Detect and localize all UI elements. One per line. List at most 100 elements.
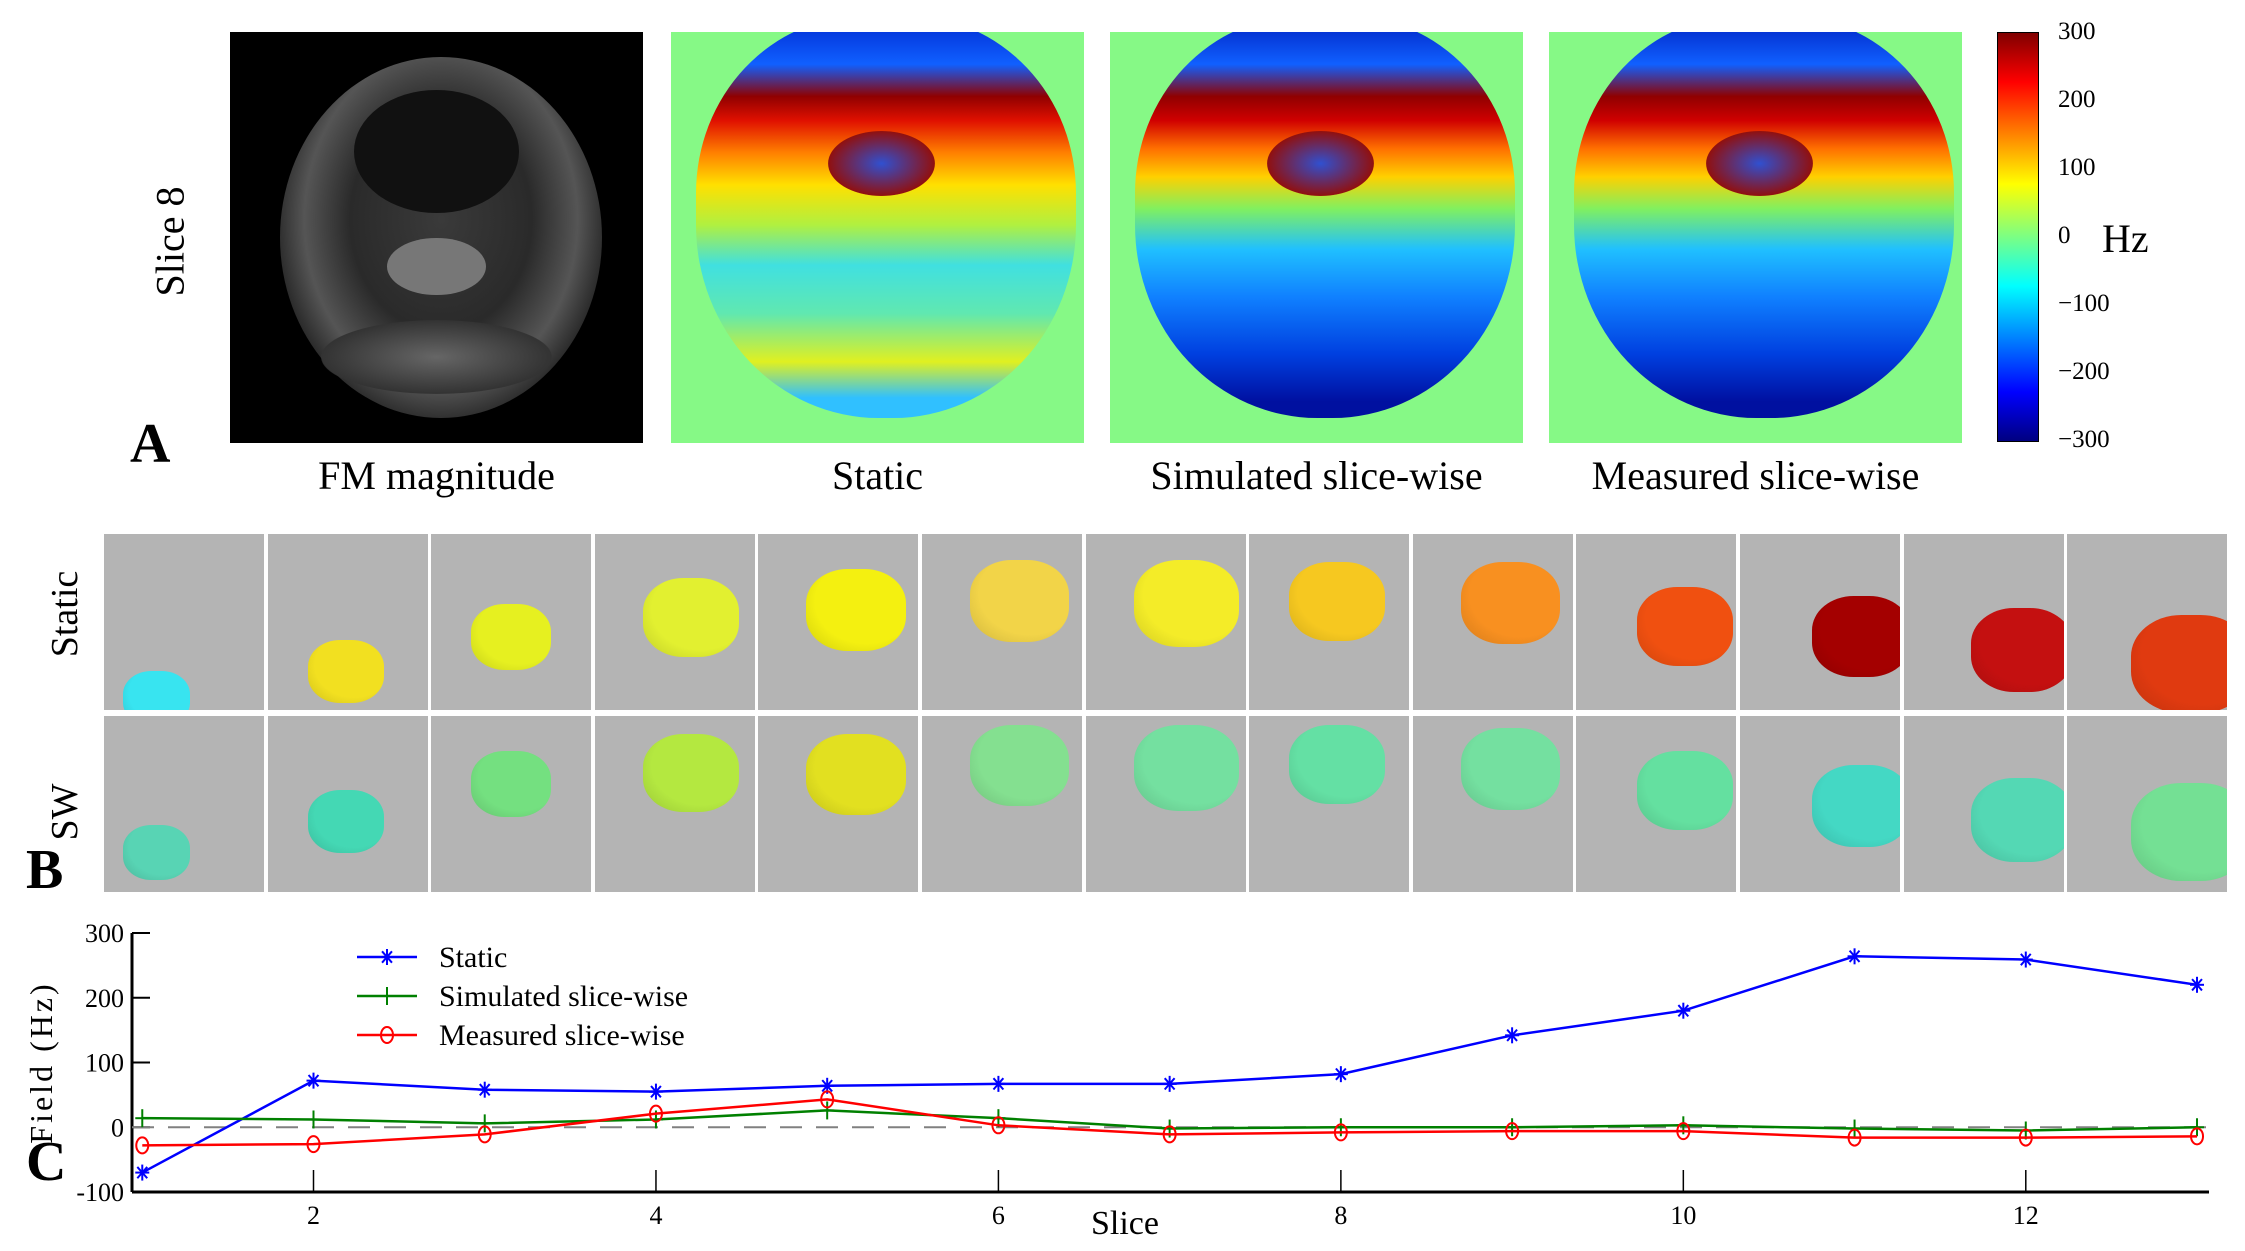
y-tick-label: -100 <box>76 1178 124 1207</box>
field-blob <box>1289 724 1386 804</box>
colorbar-tick: 200 <box>2058 86 2096 113</box>
thumbnail-static-slice-2 <box>267 534 428 710</box>
thumbnail-static-slice-5 <box>758 534 919 710</box>
field-blob <box>1970 607 2064 692</box>
y-tick-label: 200 <box>85 984 124 1013</box>
x-tick-label: 8 <box>1334 1201 1347 1230</box>
y-tick-label: 300 <box>85 919 124 948</box>
thumbnail-static-slice-1 <box>104 534 264 710</box>
field-blob <box>806 733 906 815</box>
data-point-static <box>1848 949 1861 963</box>
data-point-static <box>479 1083 491 1097</box>
field-blob <box>2131 782 2228 882</box>
data-point-static <box>821 1079 833 1093</box>
data-point-static <box>307 1074 320 1087</box>
x-tick-label: 4 <box>649 1201 662 1230</box>
caption-fm-magnitude: FM magnitude <box>318 453 555 498</box>
field-blob <box>1812 595 1900 677</box>
thumbnail-sw-slice-1 <box>104 716 264 892</box>
field-blob <box>307 639 385 703</box>
legend-marker-measured-slice-wise <box>380 1026 394 1044</box>
legend-label-simulated-slice-wise: Simulated slice-wise <box>439 980 688 1013</box>
data-point-static <box>136 1166 148 1179</box>
series-line-measured-slice-wise <box>142 1098 2198 1147</box>
data-point-static <box>1677 1004 1690 1018</box>
field-blob <box>1133 560 1240 647</box>
field-blob <box>307 789 385 853</box>
thumbnail-sw-slice-7 <box>1085 716 1246 892</box>
fm-magnitude-image <box>230 32 643 443</box>
data-point-static <box>2020 953 2032 966</box>
colorbar <box>1997 32 2039 442</box>
data-point-static <box>1506 1028 1518 1042</box>
thumbnail-static-slice-9 <box>1412 534 1573 710</box>
static-fieldmap-image <box>671 32 1084 443</box>
caption-simulated-slicewise: Simulated slice-wise <box>1150 453 1483 498</box>
thumbnail-sw-slice-6 <box>922 716 1082 892</box>
thumbnail-static-slice-11 <box>1740 534 1900 710</box>
data-point-static <box>1335 1067 1347 1081</box>
measured-slicewise-fieldmap-image <box>1549 32 1962 443</box>
thumbnail-sw-slice-10 <box>1576 716 1737 892</box>
caption-measured-slicewise: Measured slice-wise <box>1591 453 1920 498</box>
field-blob <box>970 724 1070 807</box>
data-point-measured-slice-wise <box>1333 1123 1348 1142</box>
thumbnail-static-slice-13 <box>2067 534 2228 710</box>
data-point-static <box>2191 978 2203 992</box>
colorbar-tick: 300 <box>2058 18 2096 45</box>
caption-static: Static <box>831 453 924 498</box>
data-point-measured-slice-wise <box>820 1090 835 1109</box>
colorbar-tick: 0 <box>2058 222 2071 249</box>
thumbnail-sw-slice-4 <box>594 716 755 892</box>
field-blob <box>1289 562 1386 641</box>
legend-label-static: Static <box>439 941 507 974</box>
field-blob <box>1812 765 1900 847</box>
field-blob <box>642 733 739 813</box>
data-point-measured-slice-wise <box>1847 1128 1862 1147</box>
panel-letter-b: B <box>26 839 64 901</box>
thumbnail-static-slice-3 <box>431 534 592 710</box>
data-point-measured-slice-wise <box>135 1136 150 1155</box>
field-blob <box>471 604 552 670</box>
thumbnail-sw-slice-2 <box>267 716 428 892</box>
data-point-static <box>650 1085 662 1098</box>
thumbnail-sw-slice-9 <box>1412 716 1573 892</box>
x-tick-label: 2 <box>307 1201 320 1230</box>
field-blob <box>123 825 191 881</box>
y-tick-label: 100 <box>85 1049 124 1078</box>
colorbar-tick: −200 <box>2058 358 2110 385</box>
thumbnail-sw-slice-12 <box>1903 716 2064 892</box>
thumbnail-static-slice-4 <box>594 534 755 710</box>
field-blob <box>1970 777 2064 862</box>
field-blob <box>2131 614 2228 710</box>
data-point-measured-slice-wise <box>2018 1128 2033 1147</box>
field-blob <box>123 671 191 710</box>
field-blob <box>1637 586 1734 666</box>
data-point-measured-slice-wise <box>991 1116 1006 1135</box>
field-line-chart: -100 0 100 200 300 2 4 6 8 10 12 Slice Field (Hz) Sta… <box>23 919 2209 1242</box>
panel-letter-c: C <box>26 1131 67 1193</box>
field-blob <box>1460 562 1560 644</box>
row-label-slice-8: Slice 8 <box>147 186 193 297</box>
colorbar-tick: −100 <box>2058 290 2110 317</box>
colorbar-tick: 100 <box>2058 154 2096 181</box>
data-point-measured-slice-wise <box>1162 1125 1177 1144</box>
thumbnail-sw-slice-8 <box>1249 716 1410 892</box>
thumbnail-sw-slice-11 <box>1740 716 1900 892</box>
field-blob <box>1133 724 1240 812</box>
data-point-measured-slice-wise <box>306 1135 321 1154</box>
y-axis-label: Field (Hz) <box>23 981 59 1143</box>
x-axis-label: Slice <box>1091 1205 1159 1242</box>
thumbnail-static-slice-8 <box>1249 534 1410 710</box>
thumbnail-sw-slice-3 <box>431 716 592 892</box>
x-tick-label: 12 <box>2013 1201 2039 1230</box>
data-point-measured-slice-wise <box>2190 1127 2205 1146</box>
data-point-static <box>992 1077 1005 1091</box>
simulated-slicewise-fieldmap-image <box>1110 32 1523 443</box>
x-tick-label: 10 <box>1670 1201 1696 1230</box>
field-blob <box>1637 751 1734 830</box>
field-blob <box>642 578 739 657</box>
field-blob <box>471 751 552 817</box>
data-point-measured-slice-wise <box>1676 1122 1691 1141</box>
legend-label-measured-slice-wise: Measured slice-wise <box>439 1019 685 1052</box>
